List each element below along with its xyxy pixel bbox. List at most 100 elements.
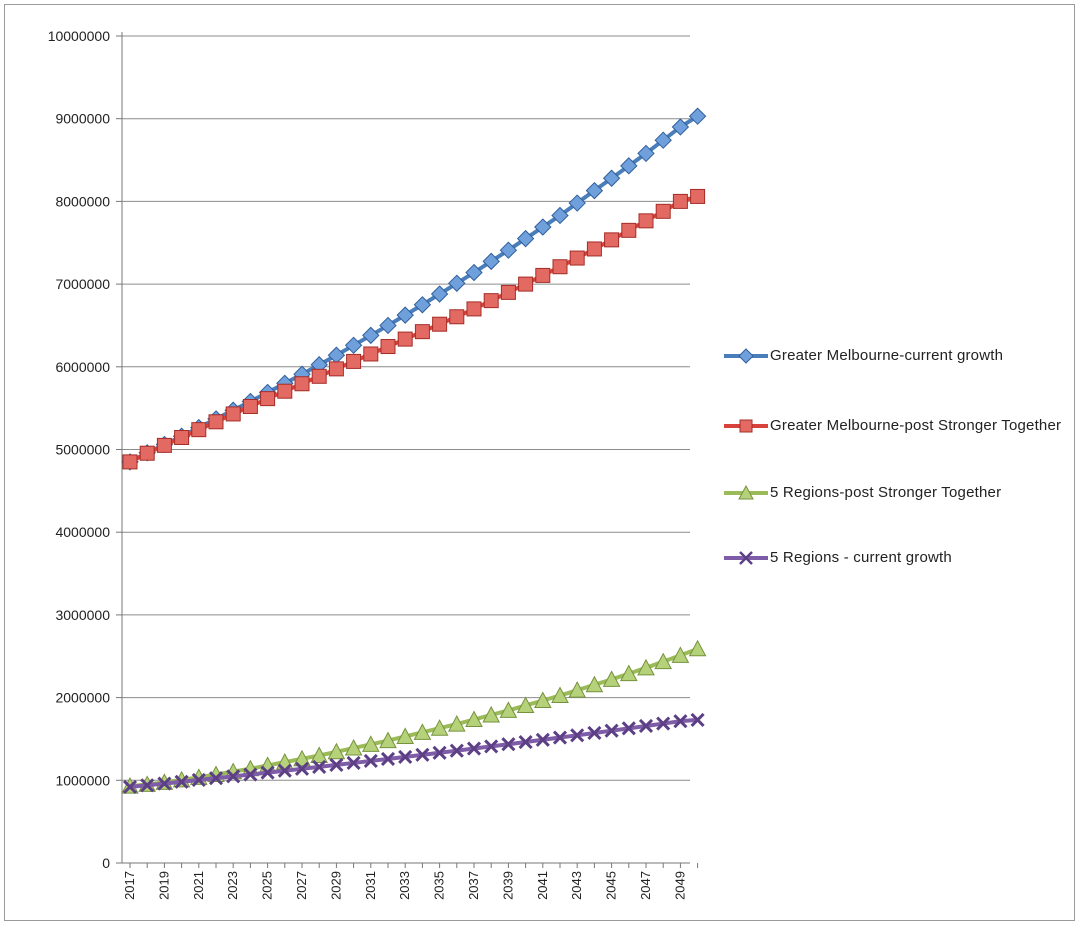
y-tick-label: 3000000 xyxy=(55,607,110,623)
data-point-square xyxy=(260,391,276,407)
data-point-square xyxy=(380,339,396,355)
x-tick-label: 2049 xyxy=(672,871,687,900)
data-point-x-stroke xyxy=(552,730,568,745)
data-point-diamond xyxy=(602,169,621,187)
data-point-triangle xyxy=(654,652,673,670)
data-point-x-stroke xyxy=(415,747,430,762)
data-point-x-stroke xyxy=(518,734,533,750)
data-point-x-stroke xyxy=(157,776,172,791)
data-point-square xyxy=(466,301,482,317)
data-point-diamond xyxy=(688,107,707,125)
data-point-x xyxy=(157,776,172,791)
data-point-x-stroke xyxy=(466,741,482,756)
data-point-diamond xyxy=(448,274,466,292)
data-point-x xyxy=(226,769,241,784)
data-point-square xyxy=(191,422,207,438)
x-tick-label: 2019 xyxy=(156,871,171,900)
data-point-x-stroke xyxy=(191,772,206,788)
data-point-triangle xyxy=(413,723,432,740)
data-point-square xyxy=(225,406,241,422)
data-point-x-stroke xyxy=(656,716,671,731)
data-point-diamond xyxy=(568,194,586,212)
data-point-x xyxy=(380,751,396,767)
data-point-x xyxy=(312,759,327,774)
data-point-x xyxy=(346,755,361,770)
data-point-x-stroke xyxy=(621,721,636,736)
series-3 xyxy=(121,639,707,794)
y-tick-labels: 0 1000000 2000000 3000000 4000000 5000000 6000… xyxy=(48,28,111,871)
data-point-x-stroke xyxy=(294,761,310,776)
data-point-triangle xyxy=(361,735,380,752)
legend-label: Greater Melbourne-current growth xyxy=(770,347,1004,364)
data-point-x-stroke xyxy=(570,728,585,743)
y-tick-label: 5000000 xyxy=(55,442,110,458)
data-point-x xyxy=(535,732,550,747)
data-point-triangle xyxy=(516,696,535,713)
legend-key-diamond-icon xyxy=(724,348,768,364)
data-point-triangle xyxy=(551,686,569,704)
data-point-x xyxy=(208,771,224,786)
data-point-square xyxy=(638,213,654,229)
data-point-x xyxy=(122,779,138,794)
data-point-square xyxy=(294,376,310,392)
series-2 xyxy=(122,188,706,470)
data-point-diamond xyxy=(327,346,346,364)
data-point-square xyxy=(621,222,637,238)
data-point-diamond xyxy=(654,131,672,149)
y-tick-label: 2000000 xyxy=(55,690,110,706)
data-point-triangle xyxy=(602,670,621,687)
data-point-x-stroke xyxy=(226,769,241,784)
x-tick-label: 2047 xyxy=(638,871,653,900)
data-point-square xyxy=(500,284,516,300)
data-point-triangle xyxy=(447,715,466,732)
data-point-x xyxy=(656,716,671,731)
data-point-triangle xyxy=(637,658,655,676)
data-point-x xyxy=(432,745,447,760)
data-point-x xyxy=(398,749,413,764)
data-point-x-stroke xyxy=(380,751,396,767)
data-point-diamond xyxy=(465,263,483,282)
y-tick-label: 8000000 xyxy=(55,193,110,209)
x-tick-label: 2039 xyxy=(500,871,515,900)
data-point-diamond xyxy=(551,206,569,225)
data-point-x xyxy=(277,763,292,778)
data-point-x-stroke xyxy=(484,739,499,754)
data-point-x-stroke xyxy=(449,743,464,758)
data-point-square xyxy=(346,353,362,369)
data-point-x-stroke xyxy=(535,732,550,747)
data-point-diamond xyxy=(430,285,449,303)
data-point-x-stroke xyxy=(260,765,275,780)
data-point-triangle xyxy=(430,719,449,736)
y-tick-label: 7000000 xyxy=(55,276,110,292)
legend-label: Greater Melbourne-post Stronger Together xyxy=(770,417,1062,434)
data-point-x xyxy=(690,712,705,727)
data-point-x xyxy=(552,730,568,745)
x-tick-label: 2021 xyxy=(191,871,206,900)
data-point-square xyxy=(449,309,465,325)
legend-key-triangle-icon xyxy=(724,484,768,500)
data-point-diamond xyxy=(482,252,500,271)
x-tick-labels: 2017 2019 2021 2023 2025 2027 2029 2031 2033 2035… xyxy=(122,871,687,900)
axes xyxy=(116,32,699,868)
data-point-square xyxy=(432,316,448,332)
data-point-x xyxy=(415,747,430,762)
data-point-x xyxy=(518,734,533,750)
legend-key-x-icon xyxy=(724,551,768,565)
data-point-square xyxy=(208,414,224,430)
data-point-square xyxy=(242,398,258,414)
series-line xyxy=(129,717,698,789)
data-point-x-stroke xyxy=(690,712,705,727)
data-point-x xyxy=(501,737,516,752)
data-point-x-stroke xyxy=(398,749,413,764)
x-tick-label: 2033 xyxy=(397,871,412,900)
y-tick-label: 0 xyxy=(102,855,110,871)
data-point-triangle xyxy=(327,742,346,760)
x-tick-label: 2029 xyxy=(328,871,343,900)
gridlines xyxy=(122,35,690,781)
data-point-square xyxy=(414,324,430,340)
data-point-square xyxy=(397,331,413,347)
series-lines xyxy=(121,107,707,794)
y-tick-label: 6000000 xyxy=(55,359,110,375)
data-point-square xyxy=(483,293,499,309)
series-4 xyxy=(122,712,705,794)
